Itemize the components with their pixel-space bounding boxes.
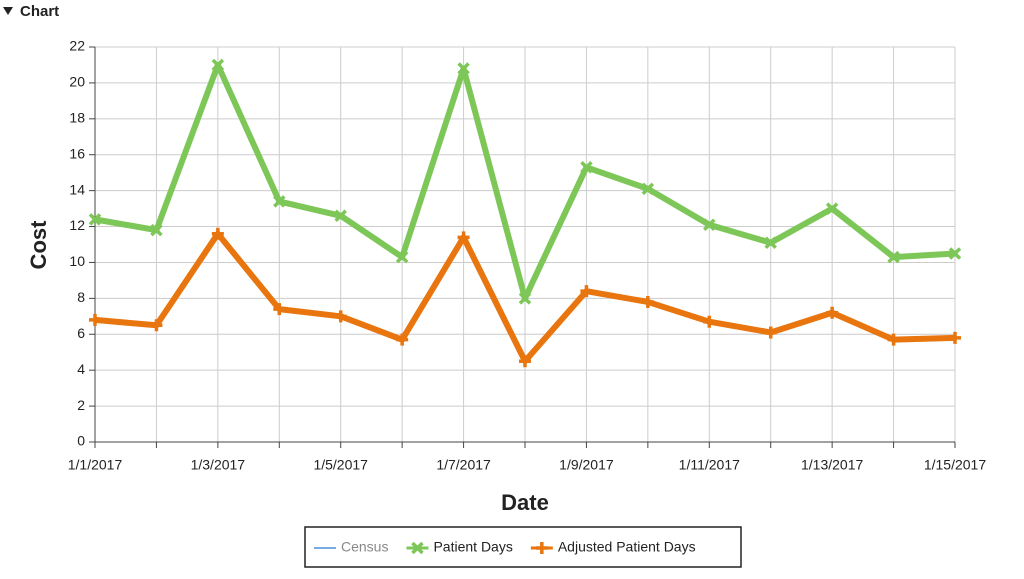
data-point	[457, 231, 470, 244]
legend-label[interactable]: Patient Days	[433, 539, 512, 555]
data-point	[88, 213, 102, 226]
data-point	[211, 227, 224, 240]
x-tick-label: 1/7/2017	[436, 457, 491, 473]
data-point	[89, 313, 101, 326]
data-point	[764, 236, 777, 249]
x-tick-label: 1/1/2017	[68, 457, 123, 473]
legend-label[interactable]: Adjusted Patient Days	[558, 539, 696, 555]
data-point	[887, 250, 900, 264]
section-title[interactable]: Chart	[20, 3, 59, 20]
x-tick-label: 1/11/2017	[679, 457, 740, 473]
data-point	[949, 331, 961, 344]
data-point	[518, 292, 532, 305]
data-point	[396, 333, 409, 346]
x-axis-label: Date	[501, 490, 549, 515]
y-tick-label: 6	[77, 325, 85, 341]
data-point	[703, 315, 716, 328]
legend-box	[304, 526, 742, 568]
data-point	[580, 161, 593, 174]
data-point	[580, 285, 593, 298]
data-point	[519, 355, 531, 368]
y-tick-label: 14	[69, 181, 85, 197]
legend-marker	[535, 542, 548, 554]
data-point	[273, 303, 286, 316]
legend-marker	[411, 541, 424, 555]
x-tick-label: 1/13/2017	[801, 457, 863, 473]
data-point	[764, 326, 777, 339]
x-tick-label: 1/5/2017	[313, 457, 368, 473]
y-tick-label: 22	[69, 38, 85, 54]
data-point	[641, 182, 655, 196]
x-tick-label: 1/3/2017	[191, 457, 246, 473]
data-point	[457, 62, 470, 75]
y-tick-label: 20	[69, 74, 85, 90]
data-point	[887, 333, 900, 346]
x-tick-label: 1/9/2017	[559, 457, 614, 473]
y-tick-label: 12	[69, 217, 85, 233]
legend-label[interactable]: Census	[341, 539, 388, 555]
data-point	[641, 295, 654, 308]
data-point	[703, 218, 716, 231]
y-tick-label: 16	[69, 145, 85, 161]
y-tick-label: 2	[77, 397, 85, 413]
data-point	[273, 195, 286, 208]
data-point	[150, 223, 163, 237]
y-tick-label: 0	[77, 433, 85, 449]
y-tick-label: 18	[69, 110, 85, 126]
y-axis-label: Cost	[26, 220, 51, 270]
data-point	[825, 202, 839, 215]
data-point	[150, 319, 163, 332]
collapse-toggle[interactable]	[3, 7, 13, 15]
data-point	[334, 209, 347, 223]
data-point	[826, 306, 839, 319]
data-point	[211, 58, 225, 72]
data-point	[948, 247, 962, 260]
x-tick-label: 1/15/2017	[924, 457, 986, 473]
y-tick-label: 8	[77, 289, 85, 305]
y-tick-label: 4	[77, 361, 85, 377]
y-tick-label: 10	[69, 253, 85, 269]
data-point	[334, 310, 347, 323]
data-point	[395, 250, 409, 264]
